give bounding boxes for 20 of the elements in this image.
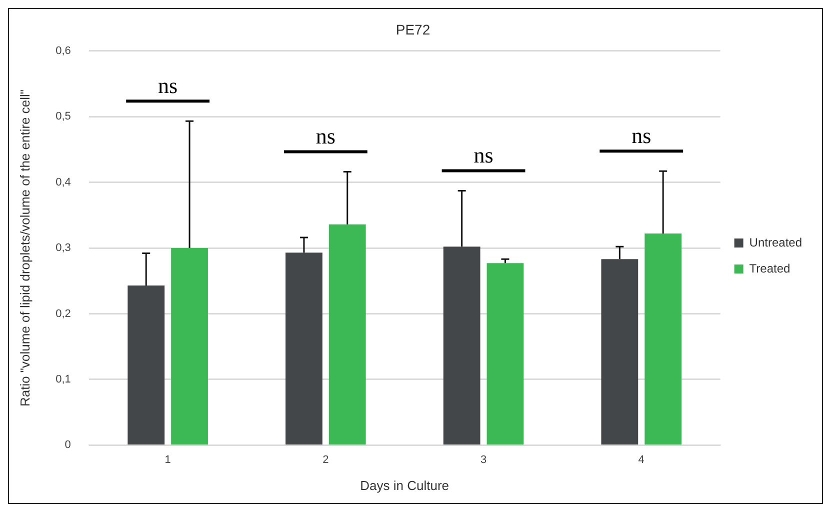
y-tick-label: 0,2 bbox=[56, 308, 71, 320]
legend-label: Untreated bbox=[749, 235, 802, 250]
annotation: ns bbox=[474, 142, 494, 168]
y-tick-label: 0 bbox=[64, 439, 71, 452]
y-tick-label: 0,5 bbox=[56, 110, 71, 123]
annotation: ns bbox=[316, 124, 336, 149]
y-tick-label: 0,4 bbox=[56, 176, 71, 188]
x-tick-label: 4 bbox=[638, 454, 644, 466]
y-tick-label: 0,1 bbox=[56, 374, 71, 386]
chart-title: PE72 bbox=[396, 21, 430, 38]
x-tick-label: 2 bbox=[322, 454, 329, 466]
x-axis-title: Days in Culture bbox=[360, 478, 450, 493]
y-tick-label: 0,3 bbox=[56, 242, 71, 254]
x-tick-label: 3 bbox=[480, 454, 487, 466]
annotation: ns bbox=[632, 122, 652, 148]
legend-label: Treated bbox=[749, 261, 790, 276]
y-axis-title: Ratio "volume of lipid droplets/volume of the entire cell" bbox=[17, 89, 32, 407]
y-tick-label: 0,6 bbox=[56, 44, 71, 57]
annotation: ns bbox=[158, 72, 178, 98]
x-tick-label: 1 bbox=[164, 454, 171, 466]
